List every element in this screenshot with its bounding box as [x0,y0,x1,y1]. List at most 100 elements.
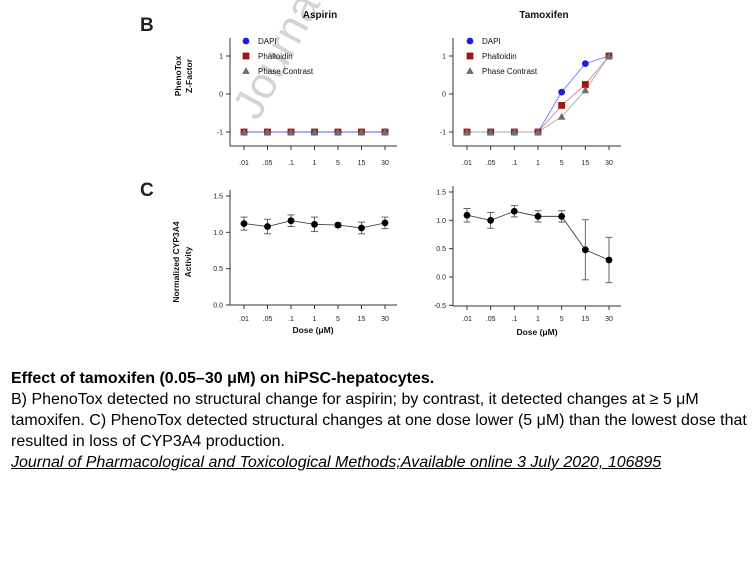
cyp3a4-tamoxifen-point [558,212,566,220]
phenotox-tamoxifen-point [558,88,566,96]
figure: Journal B C -1 0 1.01.05.1 1 5 15 30 Aspirin PhenoT… [140,0,621,337]
cyp3a4-aspirin-x-tick-label: .05 [263,316,273,323]
cyp3a4-aspirin-point [264,223,271,230]
phenotox-aspirin-legend-marker [242,52,250,60]
cyp3a4-tamoxifen-x-label: Dose (μM) [516,327,557,337]
phenotox-aspirin-x-tick-label: 5 [336,160,340,167]
phenotox-tamoxifen-point [534,128,542,135]
cyp3a4-tamoxifen-y-tick-label: 1.0 [436,218,446,225]
phenotox-tamoxifen-point [463,128,471,135]
cyp3a4-tamoxifen-x-tick-label: .05 [486,316,496,323]
phenotox-aspirin-point [310,128,319,135]
phenotox-aspirin-y-tick-label: 1 [219,54,223,61]
cyp3a4-tamoxifen-y-tick-label: 0.5 [436,246,446,253]
cyp3a4-aspirin-x-label: Dose (μM) [292,325,333,335]
cyp3a4-tamoxifen-x-tick-label: .1 [511,316,517,323]
figure-caption: Effect of tamoxifen (0.05–30 μM) on hiPS… [11,368,747,473]
phenotox-tamoxifen-y-tick-label: 1 [442,54,446,61]
phenotox-aspirin-x-tick-label: .1 [288,160,294,167]
phenotox-aspirin-point [381,128,389,135]
phenotox-aspirin-legend-marker [242,37,250,45]
phenotox-tamoxifen-chart: -101.01.05.1 1 5 15 30TamoxifenDAPIPhalloidi… [440,10,621,167]
panel-label-b: B [140,15,154,36]
cyp3a4-aspirin-x-tick-label: .1 [288,316,294,323]
phenotox-aspirin-legend-label: Phase Contrast [258,67,314,76]
phenotox-tamoxifen-y-tick-label: -1 [440,130,446,137]
phenotox-tamoxifen-point [557,112,566,120]
phenotox-aspirin-point [287,128,295,135]
phenotox-tamoxifen-x-tick-label: 30 [605,160,613,167]
cyp3a4-aspirin-point [381,219,389,227]
phenotox-aspirin-x-tick-label: .01 [239,160,249,167]
phenotox-tamoxifen-point [605,52,613,59]
phenotox-aspirin-y-label-line2: Z-Factor [184,58,194,93]
cyp3a4-aspirin-x-tick-label: 15 [358,316,366,323]
caption-citation[interactable]: Journal of Pharmacological and Toxicolog… [11,454,662,471]
cyp3a4-tamoxifen-x-tick-label: 1 [536,316,540,323]
phenotox-tamoxifen-point [510,128,519,135]
cyp3a4-tamoxifen-point [534,212,542,220]
cyp3a4-tamoxifen-x-tick-label: .01 [462,316,472,323]
phenotox-aspirin-x-tick-label: 1 [313,160,317,167]
cyp3a4-aspirin-x-tick-label: 5 [336,316,340,323]
phenotox-tamoxifen-point [486,128,495,135]
phenotox-aspirin-title: Aspirin [303,10,337,21]
phenotox-aspirin-x-tick-label: 30 [381,160,389,167]
phenotox-aspirin-point [357,128,366,135]
phenotox-aspirin-point [334,128,342,135]
caption-title: Effect of tamoxifen (0.05–30 μM) on hiPS… [11,370,435,387]
cyp3a4-aspirin-point [287,217,295,225]
phenotox-tamoxifen-x-tick-label: 1 [536,160,540,167]
cyp3a4-aspirin-point [240,220,248,228]
caption-body: B) PhenoTox detected no structural chang… [11,391,747,450]
phenotox-aspirin-y-tick-label: 0 [219,92,223,99]
phenotox-tamoxifen-legend-marker [466,67,474,74]
cyp3a4-aspirin-y-label-line2: Activity [183,246,193,277]
cyp3a4-tamoxifen-x-tick-label: 15 [581,316,589,323]
phenotox-tamoxifen-legend-label: Phalloidin [482,52,517,61]
phenotox-tamoxifen-point [581,60,589,67]
phenotox-aspirin-legend-marker [242,67,250,74]
cyp3a4-aspirin-x-tick-label: .01 [239,316,249,323]
cyp3a4-tamoxifen-y-tick-label: 1.5 [436,190,446,197]
phenotox-tamoxifen-point [581,86,590,94]
cyp3a4-aspirin-x-tick-label: 30 [381,316,389,323]
phenotox-tamoxifen-point [558,102,566,109]
panel-label-c: C [140,180,154,201]
cyp3a4-aspirin-y-tick-label: 1.0 [213,230,223,237]
phenotox-aspirin-legend-label: Phalloidin [258,52,293,61]
phenotox-tamoxifen-title: Tamoxifen [519,10,568,21]
phenotox-tamoxifen-x-tick-label: 5 [560,160,564,167]
cyp3a4-tamoxifen-point [581,246,589,254]
phenotox-tamoxifen-legend-label: Phase Contrast [482,67,538,76]
cyp3a4-tamoxifen-y-tick-label: -0.5 [434,303,446,310]
cyp3a4-aspirin-y-tick-label: 0.5 [213,266,223,273]
phenotox-tamoxifen-x-tick-label: 15 [581,160,589,167]
phenotox-tamoxifen-legend-marker [466,52,474,60]
phenotox-aspirin-y-tick-label: -1 [217,130,223,137]
cyp3a4-aspirin-point [311,220,318,228]
cyp3a4-aspirin-y-tick-label: 0.0 [213,303,223,310]
phenotox-tamoxifen-legend-marker [466,37,474,45]
cyp3a4-aspirin-point [334,221,342,229]
cyp3a4-aspirin-point [358,224,365,232]
phenotox-aspirin-legend-label: DAPI [258,37,277,46]
phenotox-tamoxifen-y-tick-label: 0 [442,92,446,99]
phenotox-aspirin-y-label: PhenoTox [173,56,183,97]
cyp3a4-tamoxifen-point [510,207,518,215]
cyp3a4-tamoxifen-y-tick-label: 0.0 [436,275,446,282]
cyp3a4-tamoxifen-x-tick-label: 5 [560,316,564,323]
phenotox-tamoxifen-x-tick-label: .05 [486,160,496,167]
phenotox-tamoxifen-x-tick-label: .1 [511,160,517,167]
phenotox-aspirin-point [263,128,272,135]
phenotox-tamoxifen-legend-label: DAPI [482,37,501,46]
cyp3a4-aspirin-y-label: Normalized CYP3A4 [171,221,181,303]
phenotox-tamoxifen-x-tick-label: .01 [462,160,472,167]
cyp3a4-tamoxifen-point [487,216,495,224]
cyp3a4-aspirin-x-tick-label: 1 [313,316,317,323]
phenotox-tamoxifen-point [581,81,589,88]
cyp3a4-tamoxifen-point [463,211,471,219]
